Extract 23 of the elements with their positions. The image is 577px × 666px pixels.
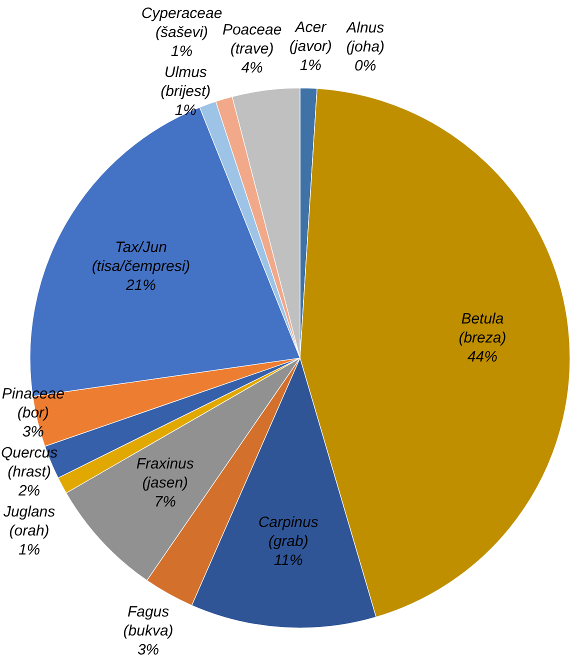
- slice-label: Fagus (bukva): [123, 603, 174, 640]
- slice-label: Juglans (orah): [2, 504, 56, 540]
- slice-label: Acer (javor): [289, 18, 332, 55]
- slice-label: Ulmus (brijest): [160, 64, 211, 100]
- slice-label: Cyperaceae (šaševi): [141, 4, 222, 41]
- slice-label: Betula (breza): [458, 310, 506, 346]
- data-label: 1%: [174, 102, 197, 119]
- data-label: 4%: [241, 59, 263, 76]
- text: 0%: [354, 57, 376, 74]
- data-label: 21%: [124, 276, 156, 294]
- slice-label: Poaceae (trave): [222, 21, 282, 58]
- data-label: 1%: [300, 56, 322, 74]
- data-label: 2%: [17, 482, 40, 500]
- category-label: Alnus (joha): [346, 19, 385, 56]
- data-label: 3%: [137, 641, 160, 658]
- data-label: 1%: [18, 542, 40, 559]
- slice-label: Tax/Jun (tisa/čempresi): [92, 238, 190, 275]
- data-label: 7%: [154, 493, 176, 510]
- slice-label: Carpinus (grab): [258, 514, 319, 550]
- slice-label: Fraxinus (jasen): [136, 455, 194, 492]
- data-label: 1%: [170, 42, 193, 60]
- data-label: 44%: [467, 348, 498, 366]
- data-label: 11%: [274, 552, 303, 569]
